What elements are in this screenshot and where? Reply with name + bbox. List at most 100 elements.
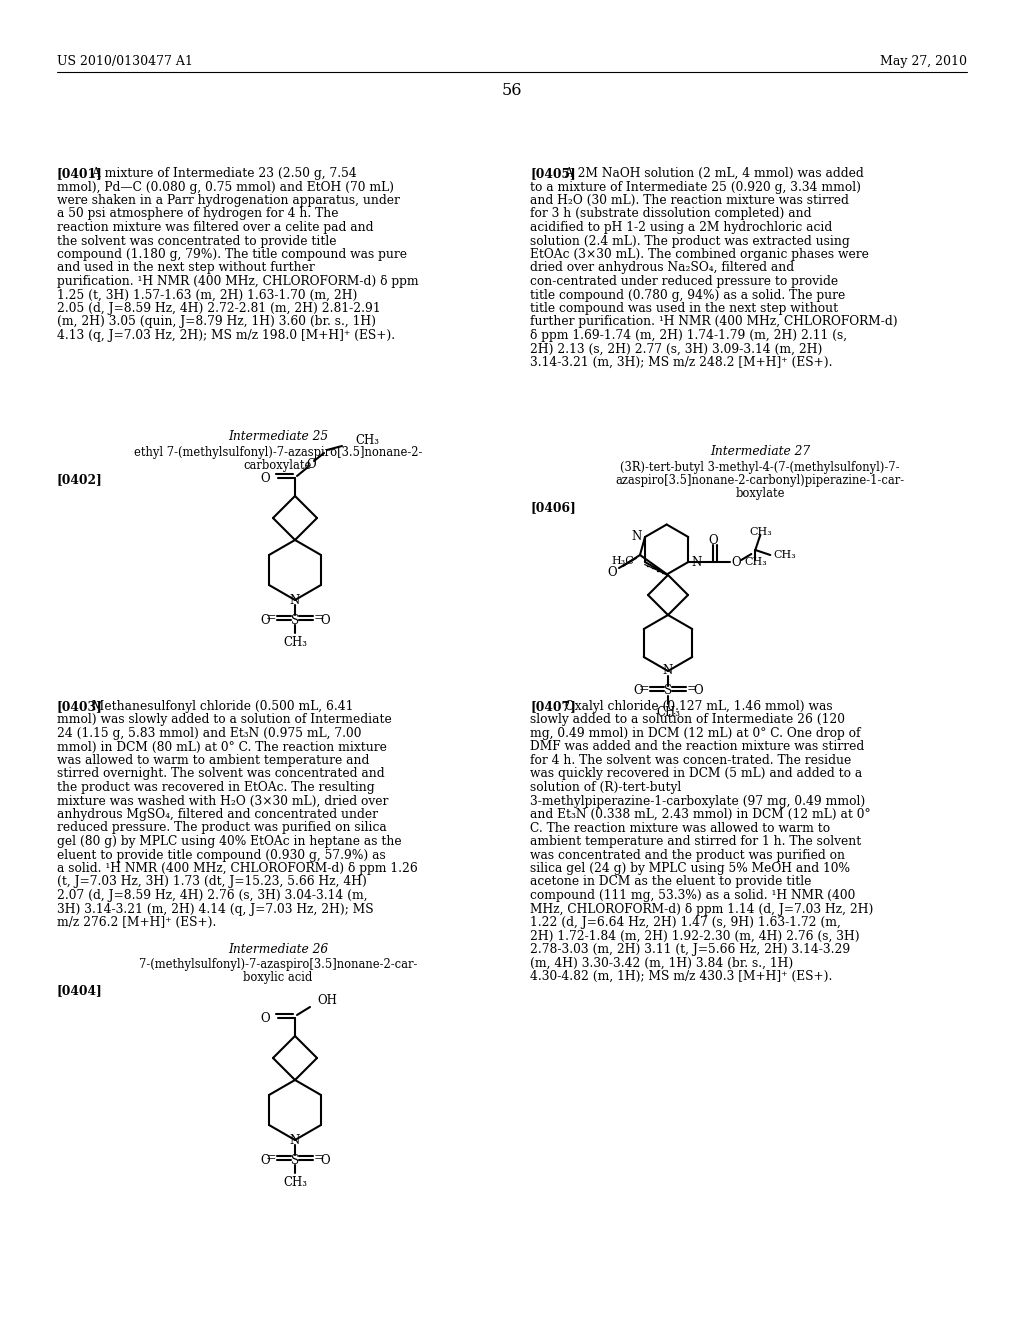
Text: carboxylate: carboxylate [244, 459, 312, 473]
Text: O: O [693, 685, 702, 697]
Text: was concentrated and the product was purified on: was concentrated and the product was pur… [530, 849, 845, 862]
Text: ambient temperature and stirred for 1 h. The solvent: ambient temperature and stirred for 1 h.… [530, 836, 861, 847]
Text: title compound (0.780 g, 94%) as a solid. The pure: title compound (0.780 g, 94%) as a solid… [530, 289, 845, 301]
Text: C. The reaction mixture was allowed to warm to: C. The reaction mixture was allowed to w… [530, 821, 830, 834]
Text: O: O [321, 1154, 330, 1167]
Text: ethyl 7-(methylsulfonyl)-7-azaspiro[3.5]nonane-2-: ethyl 7-(methylsulfonyl)-7-azaspiro[3.5]… [134, 446, 422, 459]
Text: 2H) 2.13 (s, 2H) 2.77 (s, 3H) 3.09-3.14 (m, 2H): 2H) 2.13 (s, 2H) 2.77 (s, 3H) 3.09-3.14 … [530, 342, 822, 355]
Text: Intermediate 26: Intermediate 26 [228, 942, 328, 956]
Text: δ ppm 1.69-1.74 (m, 2H) 1.74-1.79 (m, 2H) 2.11 (s,: δ ppm 1.69-1.74 (m, 2H) 1.74-1.79 (m, 2H… [530, 329, 847, 342]
Text: mmol) in DCM (80 mL) at 0° C. The reaction mixture: mmol) in DCM (80 mL) at 0° C. The reacti… [57, 741, 387, 754]
Text: N: N [290, 594, 300, 606]
Text: [0404]: [0404] [57, 983, 102, 997]
Text: CH₃: CH₃ [773, 550, 796, 560]
Text: =: = [639, 682, 649, 696]
Text: O: O [633, 685, 643, 697]
Text: and H₂O (30 mL). The reaction mixture was stirred: and H₂O (30 mL). The reaction mixture wa… [530, 194, 849, 207]
Text: title compound was used in the next step without: title compound was used in the next step… [530, 302, 838, 315]
Text: [0401]: [0401] [57, 168, 102, 180]
Text: to a mixture of Intermediate 25 (0.920 g, 3.34 mmol): to a mixture of Intermediate 25 (0.920 g… [530, 181, 861, 194]
Text: US 2010/0130477 A1: US 2010/0130477 A1 [57, 55, 193, 69]
Text: for 4 h. The solvent was concen-trated. The residue: for 4 h. The solvent was concen-trated. … [530, 754, 851, 767]
Text: O: O [709, 533, 718, 546]
Text: O: O [731, 556, 741, 569]
Text: CH₃: CH₃ [283, 1176, 307, 1188]
Text: anhydrous MgSO₄, filtered and concentrated under: anhydrous MgSO₄, filtered and concentrat… [57, 808, 378, 821]
Text: S: S [291, 1154, 299, 1167]
Text: N: N [632, 531, 642, 544]
Text: =: = [313, 611, 325, 624]
Text: solution of (R)-tert-butyl: solution of (R)-tert-butyl [530, 781, 681, 795]
Text: was allowed to warm to ambient temperature and: was allowed to warm to ambient temperatu… [57, 754, 370, 767]
Text: purification. ¹H NMR (400 MHz, CHLOROFORM-d) δ ppm: purification. ¹H NMR (400 MHz, CHLOROFOR… [57, 275, 419, 288]
Text: a solid. ¹H NMR (400 MHz, CHLOROFORM-d) δ ppm 1.26: a solid. ¹H NMR (400 MHz, CHLOROFORM-d) … [57, 862, 418, 875]
Text: con-centrated under reduced pressure to provide: con-centrated under reduced pressure to … [530, 275, 838, 288]
Text: [0406]: [0406] [530, 502, 575, 513]
Text: =: = [265, 1151, 276, 1164]
Text: Methanesulfonyl chloride (0.500 mL, 6.41: Methanesulfonyl chloride (0.500 mL, 6.41 [88, 700, 353, 713]
Text: 7-(methylsulfonyl)-7-azaspiro[3.5]nonane-2-car-: 7-(methylsulfonyl)-7-azaspiro[3.5]nonane… [139, 958, 417, 972]
Text: acetone in DCM as the eluent to provide title: acetone in DCM as the eluent to provide … [530, 875, 811, 888]
Text: A mixture of Intermediate 23 (2.50 g, 7.54: A mixture of Intermediate 23 (2.50 g, 7.… [88, 168, 356, 180]
Text: (m, 2H) 3.05 (quin, J=8.79 Hz, 1H) 3.60 (br. s., 1H): (m, 2H) 3.05 (quin, J=8.79 Hz, 1H) 3.60 … [57, 315, 376, 329]
Text: stirred overnight. The solvent was concentrated and: stirred overnight. The solvent was conce… [57, 767, 385, 780]
Text: Intermediate 27: Intermediate 27 [710, 445, 810, 458]
Text: m/z 276.2 [M+H]⁺ (ES+).: m/z 276.2 [M+H]⁺ (ES+). [57, 916, 216, 929]
Text: O: O [306, 458, 315, 470]
Text: 4.30-4.82 (m, 1H); MS m/z 430.3 [M+H]⁺ (ES+).: 4.30-4.82 (m, 1H); MS m/z 430.3 [M+H]⁺ (… [530, 970, 833, 983]
Text: 1.25 (t, 3H) 1.57-1.63 (m, 2H) 1.63-1.70 (m, 2H): 1.25 (t, 3H) 1.57-1.63 (m, 2H) 1.63-1.70… [57, 289, 357, 301]
Text: O: O [321, 614, 330, 627]
Text: mmol) was slowly added to a solution of Intermediate: mmol) was slowly added to a solution of … [57, 714, 392, 726]
Text: O: O [260, 1011, 269, 1024]
Text: compound (111 mg, 53.3%) as a solid. ¹H NMR (400: compound (111 mg, 53.3%) as a solid. ¹H … [530, 888, 855, 902]
Text: and used in the next step without further: and used in the next step without furthe… [57, 261, 314, 275]
Text: (t, J=7.03 Hz, 3H) 1.73 (dt, J=15.23, 5.66 Hz, 4H): (t, J=7.03 Hz, 3H) 1.73 (dt, J=15.23, 5.… [57, 875, 367, 888]
Text: boxylic acid: boxylic acid [244, 972, 312, 983]
Text: Oxalyl chloride (0.127 mL, 1.46 mmol) was: Oxalyl chloride (0.127 mL, 1.46 mmol) wa… [561, 700, 833, 713]
Text: for 3 h (substrate dissolution completed) and: for 3 h (substrate dissolution completed… [530, 207, 811, 220]
Text: 2.07 (d, J=8.59 Hz, 4H) 2.76 (s, 3H) 3.04-3.14 (m,: 2.07 (d, J=8.59 Hz, 4H) 2.76 (s, 3H) 3.0… [57, 888, 368, 902]
Text: mg, 0.49 mmol) in DCM (12 mL) at 0° C. One drop of: mg, 0.49 mmol) in DCM (12 mL) at 0° C. O… [530, 727, 860, 741]
Text: boxylate: boxylate [735, 487, 784, 500]
Text: H₃C: H₃C [612, 557, 635, 566]
Text: CH₃: CH₃ [749, 527, 772, 537]
Text: OH: OH [317, 994, 337, 1006]
Text: =: = [265, 611, 276, 624]
Text: dried over anhydrous Na₂SO₄, filtered and: dried over anhydrous Na₂SO₄, filtered an… [530, 261, 795, 275]
Text: (3R)-tert-butyl 3-methyl-4-(7-(methylsulfonyl)-7-: (3R)-tert-butyl 3-methyl-4-(7-(methylsul… [621, 461, 900, 474]
Text: acidified to pH 1-2 using a 2M hydrochloric acid: acidified to pH 1-2 using a 2M hydrochlo… [530, 220, 833, 234]
Text: [0407]: [0407] [530, 700, 575, 713]
Text: reduced pressure. The product was purified on silica: reduced pressure. The product was purifi… [57, 821, 387, 834]
Text: N: N [290, 1134, 300, 1147]
Text: 2.78-3.03 (m, 2H) 3.11 (t, J=5.66 Hz, 2H) 3.14-3.29: 2.78-3.03 (m, 2H) 3.11 (t, J=5.66 Hz, 2H… [530, 942, 850, 956]
Text: EtOAc (3×30 mL). The combined organic phases were: EtOAc (3×30 mL). The combined organic ph… [530, 248, 869, 261]
Text: gel (80 g) by MPLC using 40% EtOAc in heptane as the: gel (80 g) by MPLC using 40% EtOAc in he… [57, 836, 401, 847]
Text: N: N [663, 664, 673, 677]
Text: eluent to provide title compound (0.930 g, 57.9%) as: eluent to provide title compound (0.930 … [57, 849, 386, 862]
Text: azaspiro[3.5]nonane-2-carbonyl)piperazine-1-car-: azaspiro[3.5]nonane-2-carbonyl)piperazin… [615, 474, 904, 487]
Text: O: O [607, 566, 616, 579]
Text: O: O [260, 471, 269, 484]
Text: [0405]: [0405] [530, 168, 575, 180]
Text: mixture was washed with H₂O (3×30 mL), dried over: mixture was washed with H₂O (3×30 mL), d… [57, 795, 388, 808]
Text: a 50 psi atmosphere of hydrogen for 4 h. The: a 50 psi atmosphere of hydrogen for 4 h.… [57, 207, 339, 220]
Text: =: = [313, 1151, 325, 1164]
Text: S: S [291, 614, 299, 627]
Text: CH₃: CH₃ [656, 706, 680, 719]
Text: compound (1.180 g, 79%). The title compound was pure: compound (1.180 g, 79%). The title compo… [57, 248, 407, 261]
Text: was quickly recovered in DCM (5 mL) and added to a: was quickly recovered in DCM (5 mL) and … [530, 767, 862, 780]
Text: 2H) 1.72-1.84 (m, 2H) 1.92-2.30 (m, 4H) 2.76 (s, 3H): 2H) 1.72-1.84 (m, 2H) 1.92-2.30 (m, 4H) … [530, 929, 859, 942]
Text: O: O [260, 614, 269, 627]
Text: and Et₃N (0.338 mL, 2.43 mmol) in DCM (12 mL) at 0°: and Et₃N (0.338 mL, 2.43 mmol) in DCM (1… [530, 808, 870, 821]
Text: (m, 4H) 3.30-3.42 (m, 1H) 3.84 (br. s., 1H): (m, 4H) 3.30-3.42 (m, 1H) 3.84 (br. s., … [530, 957, 794, 969]
Text: O: O [260, 1154, 269, 1167]
Text: silica gel (24 g) by MPLC using 5% MeOH and 10%: silica gel (24 g) by MPLC using 5% MeOH … [530, 862, 850, 875]
Text: [0402]: [0402] [57, 473, 102, 486]
Text: [0403]: [0403] [57, 700, 102, 713]
Text: =: = [687, 682, 697, 696]
Text: further purification. ¹H NMR (400 MHz, CHLOROFORM-d): further purification. ¹H NMR (400 MHz, C… [530, 315, 898, 329]
Text: slowly added to a solution of Intermediate 26 (120: slowly added to a solution of Intermedia… [530, 714, 845, 726]
Text: reaction mixture was filtered over a celite pad and: reaction mixture was filtered over a cel… [57, 220, 374, 234]
Text: MHz, CHLOROFORM-d) δ ppm 1.14 (d, J=7.03 Hz, 2H): MHz, CHLOROFORM-d) δ ppm 1.14 (d, J=7.03… [530, 903, 873, 916]
Text: were shaken in a Parr hydrogenation apparatus, under: were shaken in a Parr hydrogenation appa… [57, 194, 400, 207]
